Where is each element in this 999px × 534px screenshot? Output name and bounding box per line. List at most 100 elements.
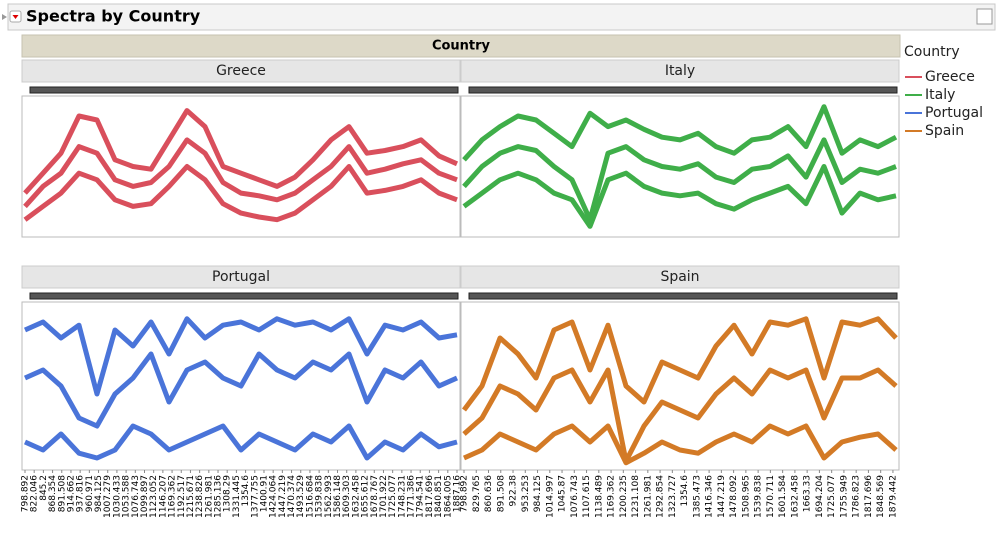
x-tick-label: 1478.092 — [729, 475, 739, 518]
x-tick-label: 1447.219 — [278, 475, 288, 518]
overlap-band — [29, 86, 459, 94]
x-tick-label: 1192.517 — [177, 475, 187, 518]
facet-header — [21, 34, 901, 58]
legend-title: Country — [904, 44, 960, 60]
menu-arrow — [12, 15, 19, 19]
pin-button[interactable] — [976, 8, 993, 25]
legend-label: Greece — [925, 69, 975, 85]
x-tick-label: 1377.755 — [250, 475, 260, 518]
overlap-band — [468, 292, 898, 300]
x-tick-label: 1308.29 — [223, 475, 233, 512]
x-tick-label: 1447.219 — [717, 475, 727, 518]
x-tick-label: 1231.108 — [631, 475, 641, 518]
x-tick-label: 953.253 — [521, 475, 531, 512]
x-tick-label: 1840.851 — [434, 475, 444, 518]
x-tick-label: 1138.489 — [594, 475, 604, 518]
x-tick-label: 1794.541 — [416, 475, 426, 518]
x-tick-label: 829.765 — [472, 475, 482, 512]
x-tick-label: 1864.005 — [443, 475, 453, 518]
spectrum-line — [462, 367, 898, 464]
x-tick-label: 1400.91 — [259, 475, 269, 512]
x-tick-label: 845.2 — [39, 475, 49, 501]
panel-title: Portugal — [212, 269, 270, 285]
spectrum-line — [462, 423, 898, 466]
panel-title-strip — [21, 59, 461, 83]
x-tick-label: 1123.052 — [149, 475, 159, 518]
x-tick-label: 798.892 — [21, 475, 31, 512]
x-tick-label: 1817.696 — [864, 475, 874, 518]
spectrum-line — [23, 164, 458, 223]
x-tick-label: 1601.584 — [778, 475, 788, 518]
x-tick-label: 1323.727 — [668, 475, 678, 518]
x-tick-label: 1007.279 — [103, 475, 113, 518]
legend-label: Spain — [925, 123, 964, 139]
spectrum-line — [462, 164, 897, 229]
x-tick-label: 1169.362 — [168, 475, 178, 518]
x-tick-label: 1632.458 — [790, 475, 800, 518]
panel-title: Italy — [665, 63, 695, 79]
x-tick-label: 1354.6 — [680, 475, 690, 507]
x-tick-label: 822.046 — [30, 475, 40, 512]
x-tick-label: 1725.077 — [388, 475, 398, 518]
x-tick-label: 1424.064 — [269, 475, 279, 518]
x-tick-label: 1053.588 — [122, 475, 132, 518]
x-tick-label: 1215.671 — [186, 475, 196, 518]
panel-title-strip — [460, 265, 900, 289]
x-tick-label: 1354.6 — [241, 475, 251, 507]
panel-title: Greece — [216, 63, 266, 79]
spectrum-line — [23, 137, 458, 209]
panel-title: Spain — [660, 269, 699, 285]
x-tick-label: 1076.743 — [570, 475, 580, 518]
x-tick-label: 1331.445 — [232, 475, 242, 518]
x-tick-label: 1694.204 — [815, 475, 825, 518]
x-tick-label: 1385.473 — [692, 475, 702, 518]
x-tick-label: 1285.136 — [214, 475, 224, 518]
x-tick-label: 1678.767 — [370, 475, 380, 518]
x-tick-label: 1632.458 — [351, 475, 361, 518]
x-tick-label: 1169.362 — [607, 475, 617, 518]
x-tick-label: 1817.696 — [425, 475, 435, 518]
report-title: Spectra by Country — [26, 7, 201, 26]
plot-frame — [460, 301, 900, 471]
x-tick-label: 1030.433 — [112, 475, 122, 518]
overlap-band — [29, 292, 459, 300]
x-tick-label: 1416.346 — [705, 475, 715, 518]
x-tick-label: 1755.949 — [839, 475, 849, 518]
x-tick-label: 1146.207 — [158, 475, 168, 518]
x-tick-label: 798.892 — [460, 475, 470, 512]
x-tick-label: 984.125 — [533, 475, 543, 512]
x-tick-label: 1848.569 — [876, 475, 886, 518]
spectrum-line — [23, 351, 459, 429]
x-tick-label: 1609.303 — [342, 475, 352, 518]
x-tick-label: 1107.615 — [582, 475, 592, 518]
x-tick-label: 891.508 — [496, 475, 506, 512]
spectrum-line — [462, 316, 898, 412]
x-tick-label: 937.816 — [76, 475, 86, 512]
legend-label: Portugal — [925, 105, 983, 121]
x-tick-label: 1570.711 — [766, 475, 776, 518]
x-tick-label: 984.125 — [94, 475, 104, 512]
x-tick-label: 1725.077 — [827, 475, 837, 518]
x-tick-label: 1586.148 — [333, 475, 343, 518]
x-tick-label: 1470.374 — [287, 475, 297, 518]
disclosure-icon[interactable] — [2, 14, 7, 20]
x-tick-label: 860.636 — [484, 475, 494, 512]
x-tick-label: 1508.965 — [741, 475, 751, 518]
x-tick-label: 868.354 — [48, 475, 58, 512]
x-tick-label: 1076.743 — [131, 475, 141, 518]
x-tick-label: 1655.612 — [361, 475, 371, 518]
header-bar — [7, 3, 996, 31]
x-tick-label: 1748.231 — [397, 475, 407, 518]
spectrum-line — [23, 108, 459, 195]
overlap-band — [468, 86, 898, 94]
x-tick-label: 1493.529 — [296, 475, 306, 518]
x-tick-label: 1045.87 — [558, 475, 568, 512]
x-tick-label: 914.662 — [66, 475, 76, 512]
spectrum-line — [23, 316, 458, 397]
x-tick-label: 1879.442 — [888, 475, 898, 518]
spectrum-line — [462, 104, 898, 162]
x-tick-label: 1099.897 — [140, 475, 150, 518]
x-tick-label: 960.971 — [85, 475, 95, 512]
facet-header-label: Country — [432, 39, 491, 54]
